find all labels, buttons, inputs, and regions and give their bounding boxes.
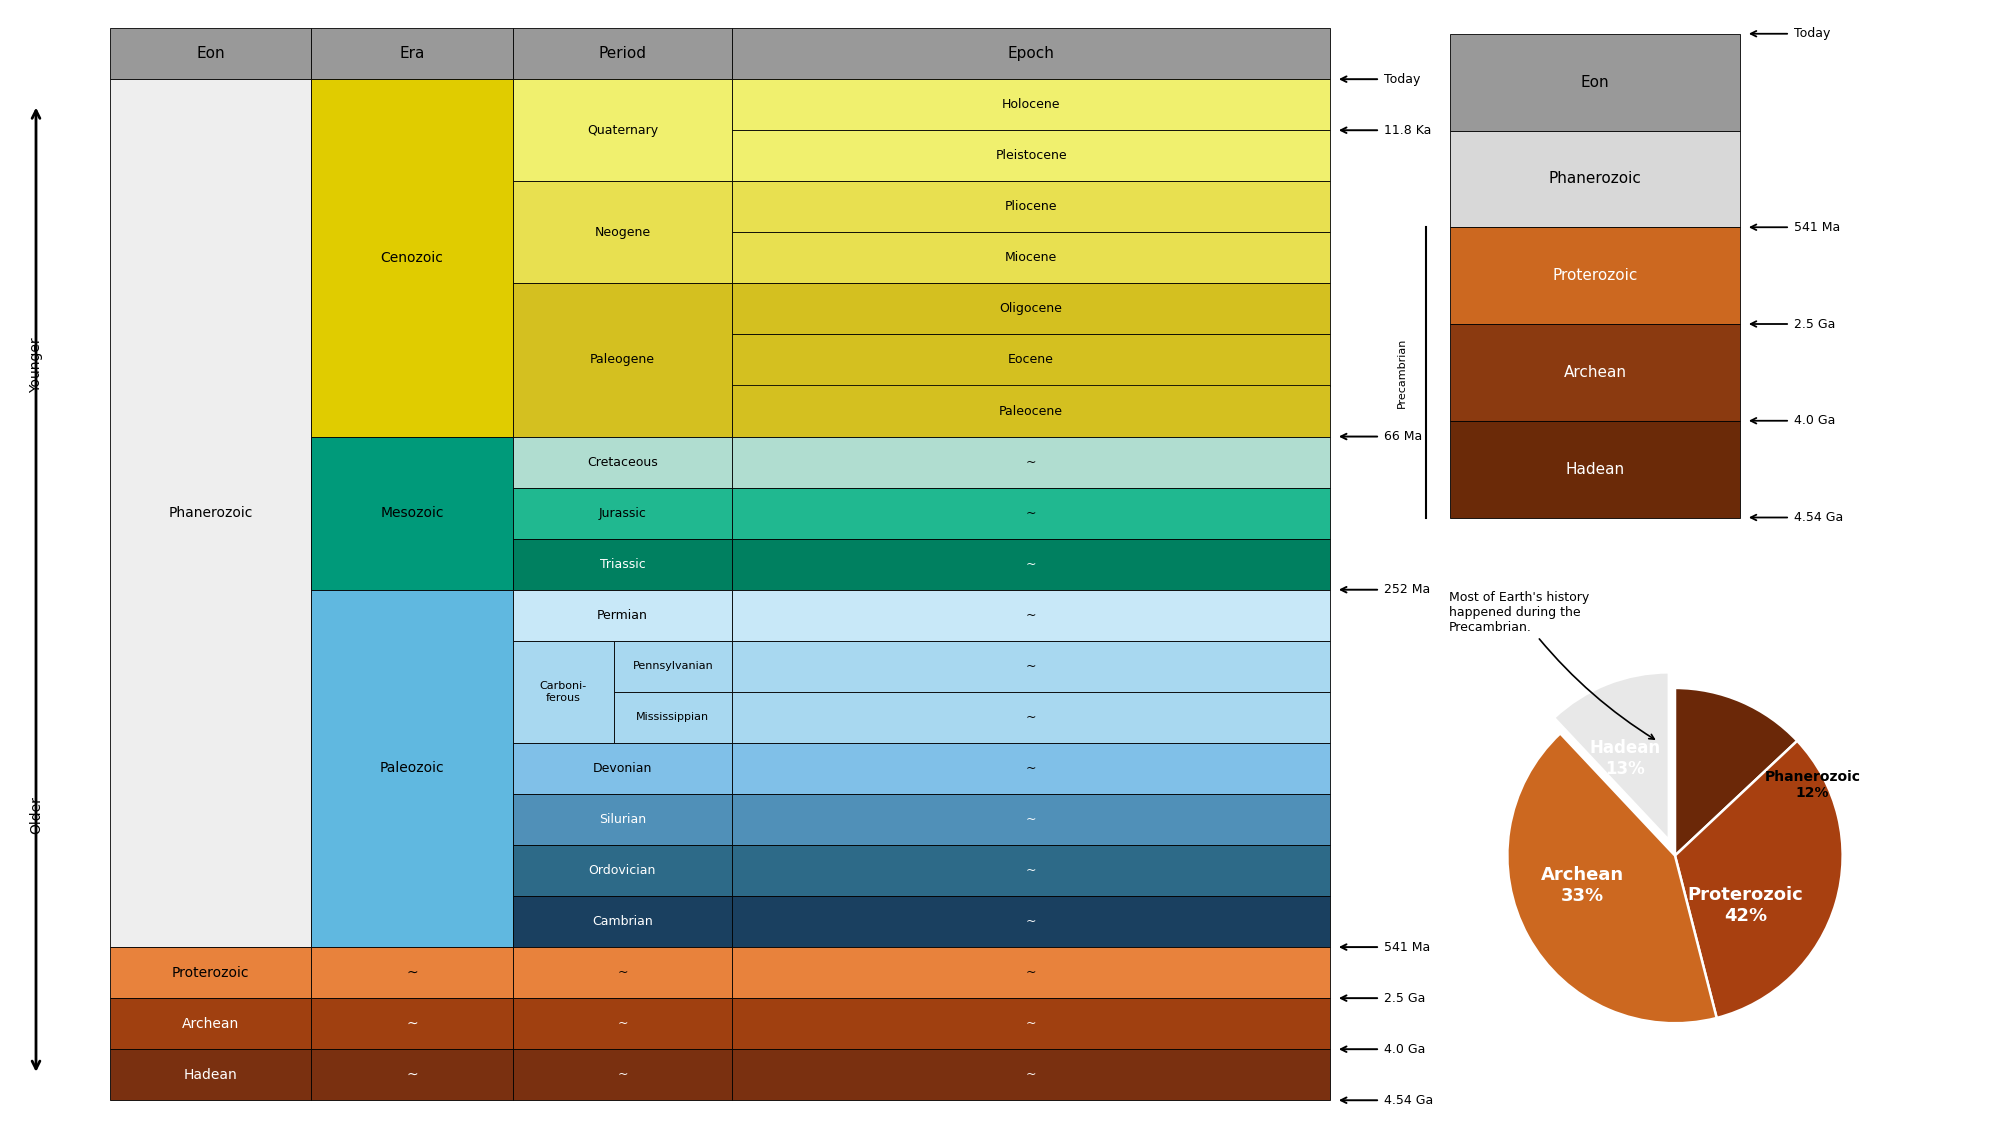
Text: Archean: Archean <box>182 1017 240 1030</box>
Text: ~: ~ <box>618 966 628 979</box>
Text: Proterozoic: Proterozoic <box>172 965 250 980</box>
Text: Eon: Eon <box>1580 74 1610 90</box>
Text: Cambrian: Cambrian <box>592 915 652 928</box>
Text: Phanerozoic: Phanerozoic <box>1548 171 1642 187</box>
Text: Precambrian: Precambrian <box>1396 338 1408 407</box>
Text: Today: Today <box>1794 27 1830 40</box>
Text: Miocene: Miocene <box>1004 251 1058 264</box>
Text: Triassic: Triassic <box>600 558 646 570</box>
Text: Paleogene: Paleogene <box>590 353 654 367</box>
Text: Mesozoic: Mesozoic <box>380 506 444 520</box>
Text: 4.0 Ga: 4.0 Ga <box>1794 414 1836 428</box>
Text: 66 Ma: 66 Ma <box>1384 430 1422 443</box>
Wedge shape <box>1554 673 1668 840</box>
Text: ~: ~ <box>1026 506 1036 520</box>
Text: ~: ~ <box>618 1069 628 1081</box>
Text: ~: ~ <box>1026 915 1036 928</box>
Wedge shape <box>1674 688 1798 856</box>
Text: ~: ~ <box>618 1017 628 1030</box>
Text: ~: ~ <box>1026 1017 1036 1030</box>
Text: Epoch: Epoch <box>1008 46 1054 61</box>
Text: Older: Older <box>28 795 44 834</box>
Text: Silurian: Silurian <box>598 813 646 826</box>
Text: ~: ~ <box>1026 609 1036 622</box>
Text: Paleozoic: Paleozoic <box>380 762 444 775</box>
Text: Pennsylvanian: Pennsylvanian <box>632 662 714 672</box>
Text: ~: ~ <box>1026 711 1036 723</box>
Text: 541 Ma: 541 Ma <box>1384 940 1430 954</box>
Text: ~: ~ <box>1026 659 1036 673</box>
Text: ~: ~ <box>1026 456 1036 469</box>
Text: Pleistocene: Pleistocene <box>996 150 1066 162</box>
Text: ~: ~ <box>1026 762 1036 775</box>
Text: Jurassic: Jurassic <box>598 506 646 520</box>
Text: Period: Period <box>598 46 646 61</box>
Text: Eocene: Eocene <box>1008 353 1054 367</box>
Text: 2.5 Ga: 2.5 Ga <box>1384 991 1426 1005</box>
Text: Ordovician: Ordovician <box>588 864 656 878</box>
Text: 4.0 Ga: 4.0 Ga <box>1384 1043 1426 1055</box>
Text: Mississippian: Mississippian <box>636 712 710 722</box>
Text: Cenozoic: Cenozoic <box>380 251 444 264</box>
Text: ~: ~ <box>1026 558 1036 570</box>
Text: Hadean: Hadean <box>184 1068 238 1082</box>
Text: ~: ~ <box>1026 1069 1036 1081</box>
Text: Neogene: Neogene <box>594 226 650 238</box>
Wedge shape <box>1676 741 1842 1018</box>
Wedge shape <box>1508 734 1716 1024</box>
Text: ~: ~ <box>406 1017 418 1030</box>
Text: Hadean
13%: Hadean 13% <box>1590 739 1660 777</box>
Text: 4.54 Ga: 4.54 Ga <box>1384 1094 1434 1107</box>
Text: Cretaceous: Cretaceous <box>588 456 658 469</box>
Text: 2.5 Ga: 2.5 Ga <box>1794 317 1836 331</box>
Text: Quaternary: Quaternary <box>586 124 658 137</box>
Text: Younger: Younger <box>28 336 44 393</box>
Text: Phanerozoic
12%: Phanerozoic 12% <box>1764 771 1860 800</box>
Text: Eon: Eon <box>196 46 224 61</box>
Text: Holocene: Holocene <box>1002 98 1060 111</box>
Text: Permian: Permian <box>596 609 648 622</box>
Text: Carboni-
ferous: Carboni- ferous <box>540 681 586 703</box>
Text: Paleocene: Paleocene <box>1000 405 1064 417</box>
Text: Pliocene: Pliocene <box>1004 200 1058 214</box>
Text: Archean: Archean <box>1564 364 1626 380</box>
Text: ~: ~ <box>1026 966 1036 979</box>
Text: Hadean: Hadean <box>1566 461 1624 477</box>
Text: 4.54 Ga: 4.54 Ga <box>1794 511 1844 524</box>
Text: ~: ~ <box>1026 864 1036 878</box>
Text: ~: ~ <box>406 1068 418 1082</box>
Text: Devonian: Devonian <box>592 762 652 775</box>
Text: Today: Today <box>1384 73 1420 86</box>
Text: ~: ~ <box>406 965 418 980</box>
Text: Phanerozoic: Phanerozoic <box>168 506 252 520</box>
Text: 252 Ma: 252 Ma <box>1384 583 1430 596</box>
Text: Era: Era <box>400 46 424 61</box>
Text: Most of Earth's history
happened during the
Precambrian.: Most of Earth's history happened during … <box>1448 591 1654 739</box>
Text: Proterozoic: Proterozoic <box>1552 268 1638 284</box>
Text: Oligocene: Oligocene <box>1000 303 1062 315</box>
Text: ~: ~ <box>1026 813 1036 826</box>
Text: 11.8 Ka: 11.8 Ka <box>1384 124 1432 137</box>
Text: Archean
33%: Archean 33% <box>1542 866 1624 906</box>
Text: 541 Ma: 541 Ma <box>1794 220 1840 234</box>
Text: Proterozoic
42%: Proterozoic 42% <box>1688 886 1804 925</box>
